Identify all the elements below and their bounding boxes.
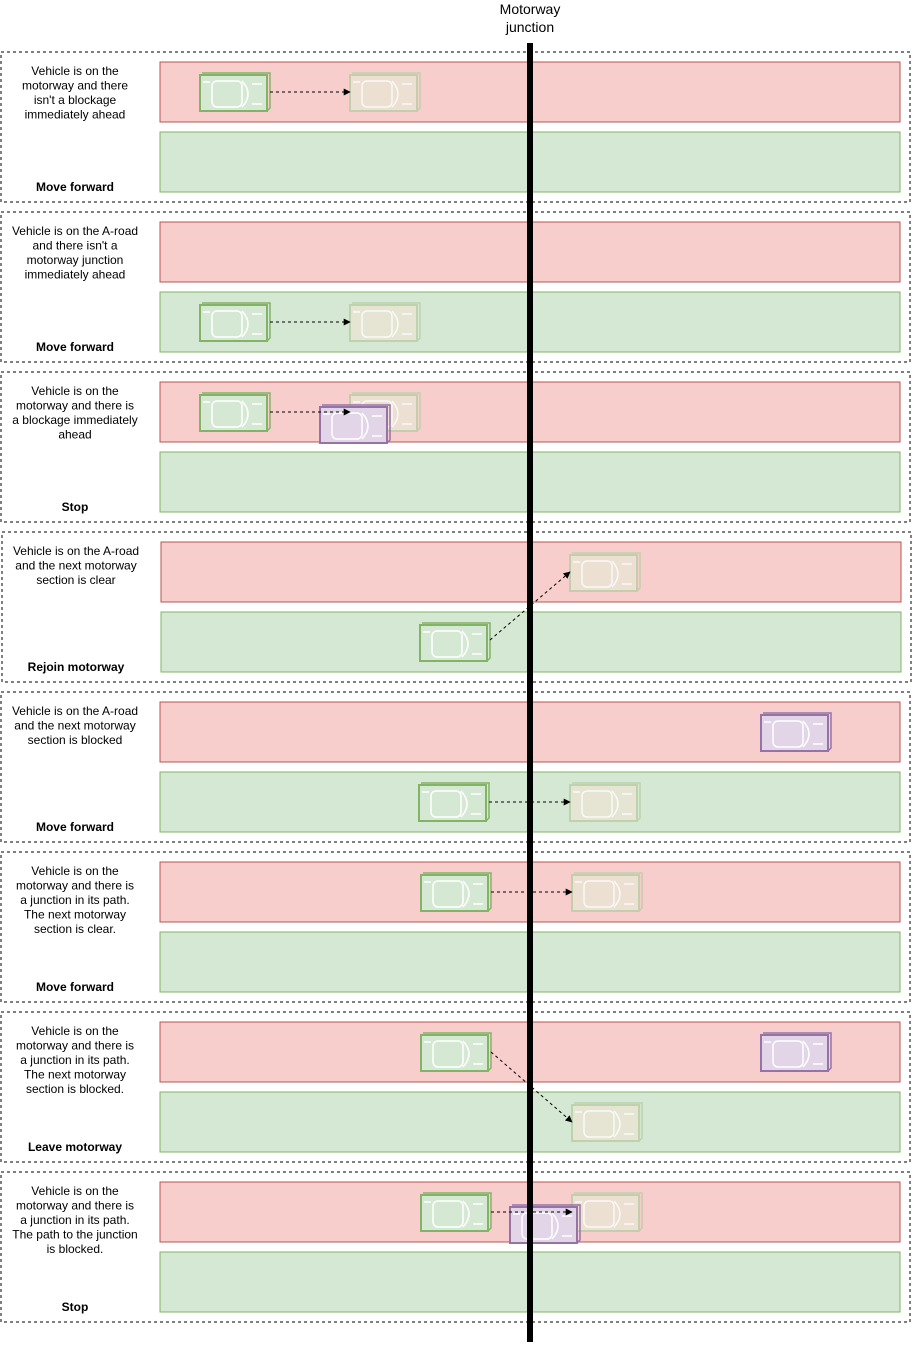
- panel-frame: [0, 851, 911, 1003]
- panel-frame: [0, 51, 911, 203]
- scenario-description-line: motorway and there: [22, 79, 128, 93]
- scenario-description-line: Vehicle is on the: [31, 1184, 119, 1198]
- scenario-description-line: a junction in its path.: [20, 1213, 129, 1227]
- scenario-action: Stop: [62, 500, 89, 514]
- scenario-description-line: Vehicle is on the A-road: [12, 224, 138, 238]
- blockage-vehicle-icon: [760, 1032, 832, 1072]
- scenario-description-line: Vehicle is on the: [31, 864, 119, 878]
- scenario-description-line: motorway and there is: [16, 879, 134, 893]
- scenario-description-line: motorway junction: [27, 253, 124, 267]
- scenario-description-line: motorway and there is: [16, 399, 134, 413]
- scenario-description-line: and there isn't a: [32, 239, 117, 253]
- scenario-description-line: The path to the junction: [12, 1228, 137, 1242]
- scenario-description-line: is blocked.: [47, 1242, 104, 1256]
- blockage-vehicle-icon: [509, 1204, 581, 1244]
- scenario-action: Move forward: [36, 820, 114, 834]
- vehicle-icon: [199, 72, 271, 112]
- junction-label-line2: junction: [505, 19, 554, 35]
- vehicle-destination-icon: [569, 552, 641, 592]
- scenario-description-line: a blockage immediately: [12, 413, 137, 427]
- vehicle-destination-icon: [571, 1192, 643, 1232]
- scenario-action: Move forward: [36, 180, 114, 194]
- scenario-description-line: Vehicle is on the A-road: [12, 704, 138, 718]
- scenario-action: Move forward: [36, 980, 114, 994]
- vehicle-destination-icon: [349, 72, 421, 112]
- blockage-vehicle-icon: [319, 404, 391, 444]
- vehicle-destination-icon: [569, 782, 641, 822]
- scenario-description-line: a junction in its path.: [20, 893, 129, 907]
- scenario-action: Stop: [62, 1300, 89, 1314]
- scenario-description-line: section is clear.: [34, 922, 116, 936]
- scenario-description-line: immediately ahead: [25, 108, 126, 122]
- scenario-description-line: isn't a blockage: [34, 93, 117, 107]
- scenario-action: Rejoin motorway: [28, 660, 125, 674]
- scenario-action: Move forward: [36, 340, 114, 354]
- blockage-vehicle-icon: [760, 712, 832, 752]
- vehicle-destination-icon: [571, 872, 643, 912]
- panel-frame: [0, 691, 911, 843]
- scenario-description-line: Vehicle is on the A-road: [13, 544, 139, 558]
- scenario-description-line: immediately ahead: [25, 268, 126, 282]
- scenario-description-line: Vehicle is on the: [31, 384, 119, 398]
- scenario-description-line: motorway and there is: [16, 1039, 134, 1053]
- scenario-description-line: Vehicle is on the: [31, 1024, 119, 1038]
- vehicle-destination-icon: [571, 1102, 643, 1142]
- vehicle-icon: [199, 392, 271, 432]
- vehicle-icon: [420, 872, 492, 912]
- vehicle-destination-icon: [349, 302, 421, 342]
- vehicle-icon: [199, 302, 271, 342]
- panel-frame: [0, 371, 911, 523]
- scenario-description-line: a junction in its path.: [20, 1053, 129, 1067]
- scenario-description-line: section is clear: [36, 573, 115, 587]
- panel-frame: [1, 531, 912, 683]
- scenario-description-line: The next motorway: [24, 1068, 126, 1082]
- vehicle-icon: [420, 1192, 492, 1232]
- junction-label-line1: Motorway: [500, 1, 561, 17]
- scenario-description-line: and the next motorway: [15, 559, 136, 573]
- panel-frame: [0, 1011, 911, 1163]
- scenario-description-line: motorway and there is: [16, 1199, 134, 1213]
- scenario-description-line: section is blocked: [28, 733, 123, 747]
- vehicle-icon: [418, 782, 490, 822]
- scenario-action: Leave motorway: [28, 1140, 122, 1154]
- scenario-description-line: section is blocked.: [26, 1082, 124, 1096]
- scenario-description-line: The next motorway: [24, 908, 126, 922]
- vehicle-icon: [419, 622, 491, 662]
- scenario-description-line: ahead: [58, 428, 91, 442]
- panel-frame: [0, 211, 911, 363]
- scenario-description-line: and the next motorway: [14, 719, 135, 733]
- panel-frame: [0, 1171, 911, 1323]
- vehicle-icon: [420, 1032, 492, 1072]
- scenario-description-line: Vehicle is on the: [31, 64, 119, 78]
